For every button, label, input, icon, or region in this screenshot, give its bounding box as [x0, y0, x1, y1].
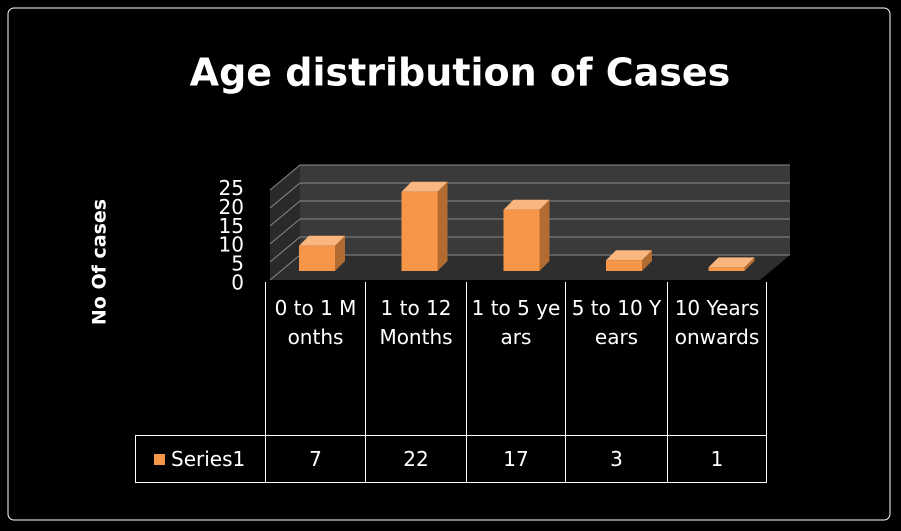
- bar-face: [744, 257, 755, 271]
- bar: [708, 257, 755, 271]
- grid-line: [269, 164, 790, 191]
- x-tick-label: 10 Years onwards: [667, 282, 767, 436]
- legend-swatch: [154, 453, 165, 465]
- bar-face: [401, 191, 438, 271]
- frame: [7, 7, 891, 521]
- bar-face: [642, 250, 652, 271]
- y-tick-label: 15: [219, 214, 244, 238]
- bar-face: [708, 257, 755, 268]
- bar: [401, 181, 448, 271]
- y-tick-label: 5: [231, 252, 244, 276]
- legend-cell: Series1: [135, 435, 266, 483]
- y-tick-label: 10: [219, 233, 244, 257]
- y-tick-label: 0: [231, 271, 244, 295]
- x-tick-label: 1 to 5 years: [466, 282, 566, 436]
- x-tick-label: 0 to 1 Months: [265, 282, 366, 436]
- bar-face: [299, 245, 335, 271]
- bar: [503, 199, 550, 271]
- bar-face: [437, 181, 448, 271]
- grid-line: [269, 200, 790, 227]
- bar-face: [503, 199, 550, 210]
- y-axis-label: No Of cases: [89, 199, 111, 325]
- y-tick-label: 20: [219, 195, 244, 219]
- chart-title: Age distribution of Cases: [190, 51, 731, 95]
- x-tick-label: 5 to 10 Years: [565, 282, 668, 436]
- grid-line: [269, 218, 790, 245]
- grid-line: [269, 236, 790, 263]
- bar-face: [539, 199, 550, 271]
- y-tick-label: 25: [219, 176, 244, 200]
- x-tick-label: 1 to 12 Months: [365, 282, 467, 436]
- side-wall: [270, 165, 300, 280]
- data-table-value: 22: [365, 435, 467, 483]
- data-table-value: 3: [565, 435, 668, 483]
- bar-face: [606, 250, 652, 261]
- grid-line: [269, 182, 790, 209]
- data-table-value: 17: [466, 435, 566, 483]
- bar-face: [299, 235, 345, 246]
- bar-face: [401, 181, 448, 192]
- bar: [299, 235, 345, 271]
- data-table-value: 7: [265, 435, 366, 483]
- bar: [606, 250, 652, 271]
- data-table-value: 1: [667, 435, 767, 483]
- bar-face: [606, 260, 642, 271]
- bar-face: [335, 235, 345, 271]
- legend-label: Series1: [171, 446, 246, 471]
- bar-face: [503, 209, 540, 271]
- bar-face: [708, 267, 745, 271]
